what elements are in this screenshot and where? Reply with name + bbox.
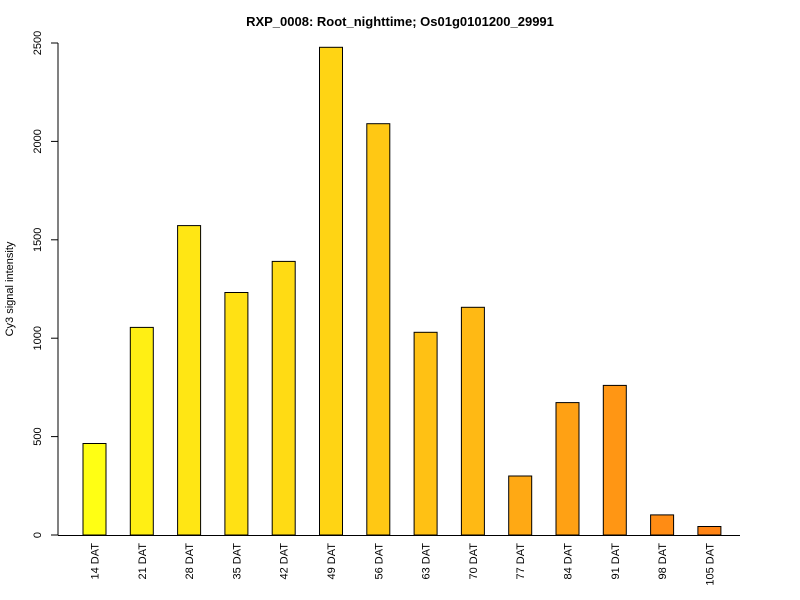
x-tick-label: 84 DAT bbox=[563, 543, 575, 580]
y-tick-label: 1500 bbox=[32, 228, 44, 252]
x-tick-label: 63 DAT bbox=[421, 543, 433, 580]
y-axis-label: Cy3 signal intensity bbox=[4, 241, 16, 336]
y-tick-label: 2000 bbox=[32, 129, 44, 153]
bar bbox=[177, 225, 202, 536]
x-tick-label: 21 DAT bbox=[137, 543, 149, 580]
bar bbox=[650, 514, 675, 536]
bar bbox=[602, 384, 627, 536]
x-tick-label: 56 DAT bbox=[373, 543, 385, 580]
y-tick-label: 1000 bbox=[32, 326, 44, 350]
y-tick-label: 500 bbox=[32, 427, 44, 445]
bar bbox=[224, 292, 249, 536]
x-tick-label: 49 DAT bbox=[326, 543, 338, 580]
bar bbox=[413, 331, 438, 536]
bar bbox=[508, 475, 533, 536]
x-tick-label: 77 DAT bbox=[515, 543, 527, 580]
x-tick-label: 35 DAT bbox=[231, 543, 243, 580]
bars-group bbox=[82, 46, 722, 536]
y-axis: 0 500 1000 1500 2000 2500 bbox=[32, 31, 59, 538]
x-tick-labels: 14 DAT 21 DAT 28 DAT 35 DAT 42 DAT 49 DAT 56 D… bbox=[90, 543, 717, 586]
bar bbox=[319, 46, 343, 536]
bar bbox=[697, 526, 722, 536]
bar bbox=[129, 326, 154, 536]
bar bbox=[460, 306, 485, 536]
x-tick-label: 98 DAT bbox=[657, 543, 669, 580]
bar bbox=[366, 123, 391, 536]
bar bbox=[555, 402, 580, 536]
x-tick-label: 70 DAT bbox=[468, 543, 480, 580]
chart-title: RXP_0008: Root_nighttime; Os01g0101200_2… bbox=[246, 14, 554, 29]
x-tick-label: 91 DAT bbox=[610, 543, 622, 580]
x-tick-label: 42 DAT bbox=[279, 543, 291, 580]
y-tick-label: 0 bbox=[32, 532, 44, 538]
bar bbox=[82, 443, 107, 536]
x-tick-label: 105 DAT bbox=[704, 543, 716, 586]
x-tick-label: 28 DAT bbox=[184, 543, 196, 580]
bar bbox=[271, 260, 296, 536]
x-tick-label: 14 DAT bbox=[90, 543, 102, 580]
y-tick-label: 2500 bbox=[32, 31, 44, 55]
